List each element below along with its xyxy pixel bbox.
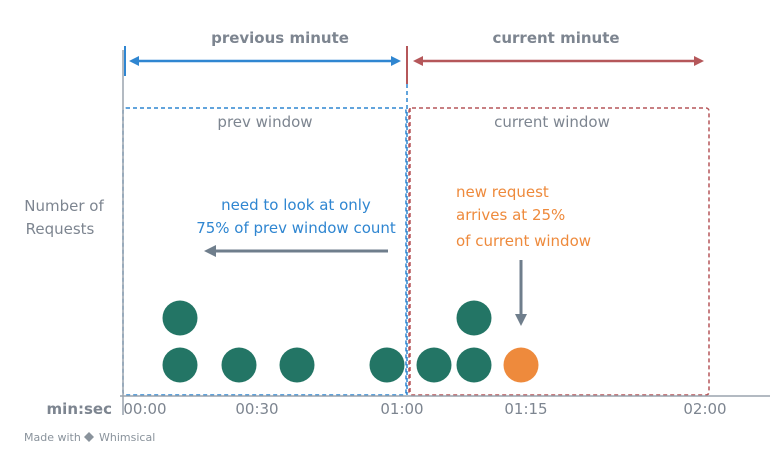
prev-request-dot [162,347,198,383]
prev-request-dot [162,300,198,336]
new-request-note-line-3: of current window [456,232,591,250]
current-minute-label: current minute [492,29,619,47]
prev-window-label: prev window [217,113,312,131]
x-tick-label: 00:00 [123,400,166,418]
prev-note-line-2: 75% of prev window count [196,219,396,237]
current-request-dot [456,347,492,383]
current-window-box [408,107,710,396]
prev-request-dot [279,347,315,383]
current-request-dot [416,347,452,383]
new-request-dot [503,347,539,383]
new-request-note-line-1: new request [456,183,549,201]
current-request-dot [456,300,492,336]
prev-note-line-1: need to look at only [221,196,371,214]
current-window-label: current window [494,113,610,131]
prev-request-dot [369,347,405,383]
x-tick-label: 01:15 [504,400,547,418]
previous-minute-label: previous minute [211,29,349,47]
x-tick-label: 02:00 [683,400,726,418]
y-axis-label-line-2: Requests [26,220,95,238]
x-tick-label: 00:30 [235,400,278,418]
whimsical-brand-label: Whimsical [99,431,155,444]
new-request-note-line-2: arrives at 25% [456,206,565,224]
made-with-label: Made with [24,431,81,444]
prev-request-dot [221,347,257,383]
whimsical-logo-icon [84,432,94,442]
y-axis-label-line-1: Number of [24,197,104,215]
x-axis-unit-label: min:sec [47,400,112,418]
x-tick-label: 01:00 [380,400,423,418]
